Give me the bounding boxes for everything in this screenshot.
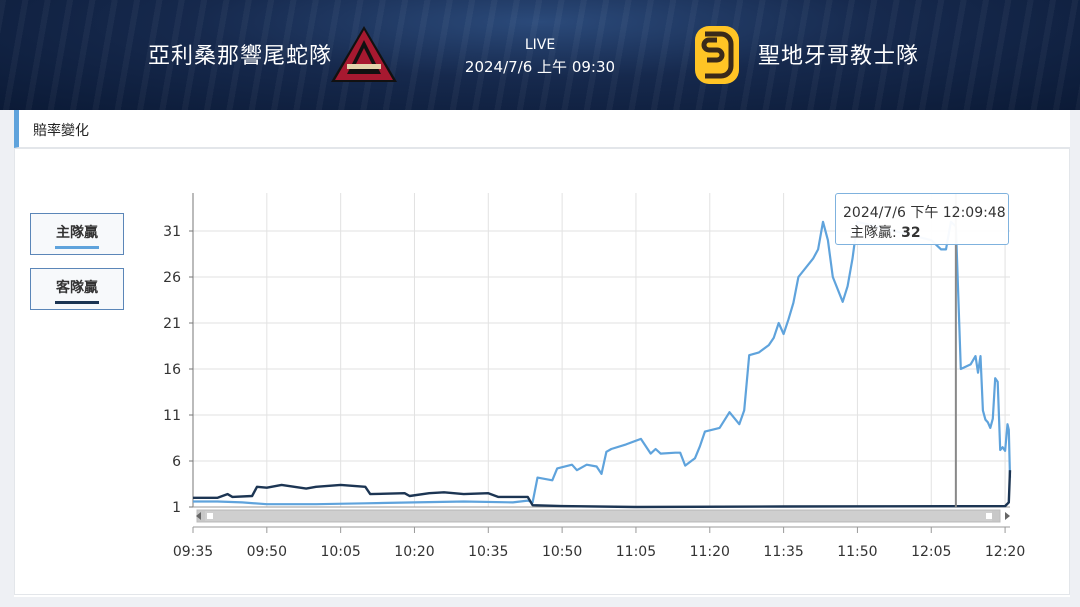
y-tick-label: 26 (163, 270, 181, 286)
crowd-background (0, 0, 1080, 110)
panel-title: 賠率變化 (33, 123, 89, 139)
y-tick-label: 1 (172, 500, 181, 516)
tooltip-value: 32 (901, 225, 921, 241)
y-tick-label: 21 (163, 316, 181, 332)
series-away-win-line (193, 470, 1012, 509)
chart-tooltip: 2024/7/6 下午 12:09:48 主隊贏: 32 (835, 193, 1009, 245)
legend-away-swatch (55, 301, 99, 304)
scroll-left-arrow-icon (196, 512, 201, 520)
series-home-win-line (193, 220, 1012, 506)
home-team-name: 亞利桑那響尾蛇隊 (148, 44, 333, 69)
y-tick-label: 31 (163, 224, 181, 240)
legend-home-label: 主隊贏 (56, 225, 98, 241)
scrollbar-left-handle (207, 513, 213, 519)
match-datetime: 2024/7/6 上午 09:30 (464, 58, 616, 76)
x-tick-label: 09:50 (247, 544, 287, 560)
legend-away-win-button[interactable]: 客隊贏 (30, 268, 124, 310)
y-tick-label: 11 (163, 408, 181, 424)
scrollbar-right-handle (986, 513, 992, 519)
x-tick-label: 10:20 (394, 544, 434, 560)
tooltip-series-row: 主隊贏: 32 (850, 222, 921, 242)
y-tick-label: 6 (172, 454, 181, 470)
away-team-name: 聖地牙哥教士隊 (758, 44, 920, 69)
x-tick-label: 10:50 (542, 544, 582, 560)
chart-area (14, 148, 1070, 595)
y-tick-label: 16 (163, 362, 181, 378)
panel-header: 賠率變化 (14, 110, 1070, 148)
live-status: LIVE (524, 37, 556, 53)
x-tick-label: 12:20 (985, 544, 1025, 560)
tooltip-time: 2024/7/6 下午 12:09:48 (843, 205, 1006, 221)
x-tick-label: 10:05 (320, 544, 360, 560)
x-tick-label: 12:05 (911, 544, 951, 560)
diamondbacks-logo-icon (329, 24, 399, 88)
x-tick-label: 11:20 (690, 544, 730, 560)
legend-away-label: 客隊贏 (56, 280, 98, 296)
x-tick-label: 11:35 (763, 544, 803, 560)
tooltip-series-name: 主隊贏: (850, 225, 897, 241)
legend-home-win-button[interactable]: 主隊贏 (30, 213, 124, 255)
scroll-right-arrow-icon (1005, 512, 1010, 520)
range-scrollbar-thumb (205, 511, 992, 521)
x-tick-label: 11:05 (616, 544, 656, 560)
x-tick-label: 11:50 (837, 544, 877, 560)
x-tick-label: 10:35 (468, 544, 508, 560)
padres-logo-icon (693, 24, 741, 90)
x-tick-label: 09:35 (173, 544, 213, 560)
match-header: 亞利桑那響尾蛇隊 LIVE 2024/7/6 上午 09:30 聖地牙哥教士隊 (0, 0, 1080, 110)
legend-home-swatch (55, 246, 99, 249)
